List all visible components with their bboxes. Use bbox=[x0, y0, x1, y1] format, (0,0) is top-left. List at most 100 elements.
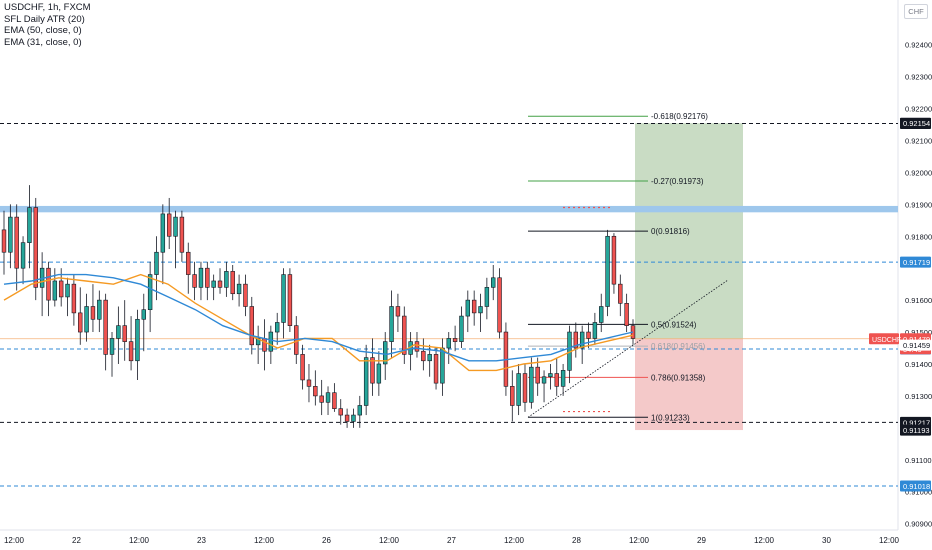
candle-body bbox=[471, 299, 477, 314]
fib-level-label: 0.786(0.91358) bbox=[651, 373, 706, 382]
candle-body bbox=[402, 315, 407, 355]
candle-body bbox=[274, 322, 280, 333]
candle-body bbox=[147, 274, 153, 310]
candle-body bbox=[579, 331, 585, 349]
time-tick-label: 12:00 bbox=[254, 536, 275, 545]
level-price-tag-text: 0.91217 bbox=[903, 418, 930, 427]
symbol-tag bbox=[869, 333, 899, 345]
time-tick-label: 22 bbox=[72, 536, 81, 545]
level-price-tag-text: 0.91018 bbox=[903, 482, 930, 491]
candle-body bbox=[605, 235, 610, 307]
candle-body bbox=[516, 373, 521, 406]
candle-body bbox=[52, 280, 58, 301]
candle-body bbox=[103, 299, 108, 355]
candle-body bbox=[535, 366, 540, 384]
legend-atr-indicator[interactable]: SFL Daily ATR (20) bbox=[4, 13, 85, 25]
candle-body bbox=[186, 251, 191, 275]
candle-body bbox=[109, 338, 115, 355]
price-tick-label: 0.90900 bbox=[905, 520, 932, 529]
candle-body bbox=[363, 357, 369, 406]
candle-body bbox=[560, 370, 566, 387]
candle-body bbox=[65, 283, 70, 298]
fib-level-label: -0.618(0.92176) bbox=[651, 112, 708, 121]
candle-body bbox=[440, 347, 445, 384]
candle-body bbox=[78, 312, 83, 333]
level-price-tag bbox=[900, 256, 931, 268]
candle-body bbox=[128, 341, 134, 362]
price-tick-label: 0.92000 bbox=[905, 168, 932, 177]
candle-body bbox=[573, 331, 579, 349]
fib-level-label: 0.5(0.91524) bbox=[651, 320, 697, 329]
candle-body bbox=[192, 274, 197, 288]
candle-body bbox=[1, 229, 7, 253]
candle-body bbox=[198, 267, 204, 288]
profit-zone[interactable] bbox=[635, 123, 743, 339]
candle-body bbox=[236, 283, 242, 295]
time-tick-label: 27 bbox=[447, 536, 456, 545]
price-tick-label: 0.91500 bbox=[905, 328, 932, 337]
candle-body bbox=[306, 379, 312, 387]
time-tick-label: 26 bbox=[322, 536, 331, 545]
candle-body bbox=[166, 213, 172, 237]
price-tick-label: 0.92100 bbox=[905, 136, 932, 145]
candle-body bbox=[211, 280, 216, 288]
legend-symbol: USDCHF, 1h, FXCM bbox=[4, 2, 91, 13]
candle-body bbox=[344, 414, 350, 422]
price-tick-label: 0.91800 bbox=[905, 232, 932, 241]
resistance-band[interactable] bbox=[0, 205, 898, 213]
price-tick-label: 0.91400 bbox=[905, 360, 932, 369]
price-tick-label: 0.91600 bbox=[905, 296, 932, 305]
candle-body bbox=[383, 341, 388, 365]
candle-body bbox=[522, 373, 528, 403]
candle-body bbox=[33, 207, 38, 288]
candle-body bbox=[611, 235, 617, 285]
candle-body bbox=[599, 306, 604, 323]
candle-body bbox=[14, 216, 19, 269]
candle-body bbox=[249, 306, 254, 346]
candle-body bbox=[313, 386, 318, 397]
price-tag bbox=[900, 339, 931, 351]
currency-badge[interactable]: CHF bbox=[904, 4, 928, 19]
fib-level-label: 1(0.91233) bbox=[651, 413, 690, 422]
candle-body bbox=[243, 283, 248, 307]
candle-body bbox=[20, 242, 26, 269]
candle-body bbox=[433, 354, 439, 384]
candle-body bbox=[592, 322, 598, 339]
level-price-tag-text: 0.91719 bbox=[903, 258, 930, 267]
legend-ema31-indicator[interactable]: EMA (31, close, 0) bbox=[4, 36, 82, 48]
candle-body bbox=[325, 392, 331, 403]
candle-body bbox=[116, 325, 121, 339]
candle-body bbox=[319, 395, 324, 403]
candle-body bbox=[230, 271, 235, 295]
candle-body bbox=[510, 386, 515, 406]
candle-body bbox=[262, 338, 267, 352]
candle-body bbox=[452, 338, 458, 342]
candle-body bbox=[351, 414, 356, 422]
candle-body bbox=[370, 357, 375, 384]
candle-body bbox=[414, 341, 420, 352]
candle-body bbox=[58, 280, 64, 298]
candle-body bbox=[332, 392, 337, 409]
price-tag bbox=[900, 117, 931, 129]
candle-body bbox=[459, 315, 464, 342]
time-tick-label: 12:00 bbox=[504, 536, 525, 545]
ema31-line[interactable] bbox=[3, 273, 634, 372]
time-tick-label: 12:00 bbox=[629, 536, 650, 545]
candle-body bbox=[300, 354, 305, 381]
ema50-line[interactable] bbox=[3, 273, 634, 362]
candle-body bbox=[497, 277, 502, 333]
candle-body bbox=[357, 405, 363, 416]
price-tag-text: 0.91193 bbox=[903, 426, 930, 435]
candle-body bbox=[287, 274, 293, 326]
price-tick-label: 0.92400 bbox=[905, 41, 932, 50]
candle-body bbox=[389, 306, 394, 342]
trend-line bbox=[527, 279, 729, 418]
fib-level-label: 0(0.91816) bbox=[651, 227, 690, 236]
time-tick-label: 29 bbox=[697, 536, 706, 545]
legend-ema50-indicator[interactable]: EMA (50, close, 0) bbox=[4, 25, 82, 36]
stop-loss-zone[interactable] bbox=[635, 338, 743, 431]
candle-body bbox=[491, 277, 496, 288]
candle-body bbox=[46, 267, 51, 301]
candle-body bbox=[90, 306, 96, 320]
